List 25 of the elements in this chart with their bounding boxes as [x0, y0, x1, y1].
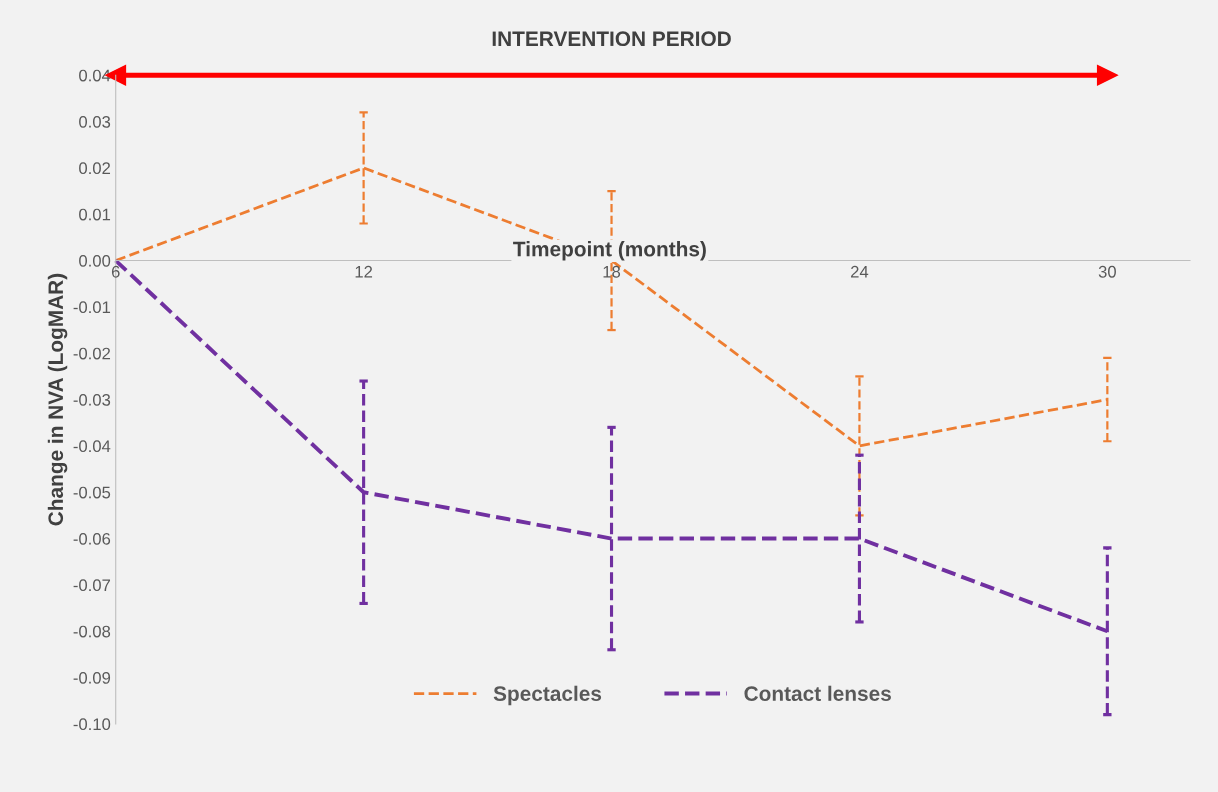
x-tick-label: 24 [851, 265, 869, 278]
y-tick-label: -0.09 [73, 671, 111, 684]
y-tick-label: -0.05 [73, 486, 111, 499]
y-tick-label: -0.04 [73, 440, 111, 453]
y-axis-title: Change in NVA (LogMAR) [47, 273, 68, 526]
y-tick-label: -0.02 [73, 347, 111, 360]
x-tick-label: 12 [355, 265, 373, 278]
y-tick-label: 0.00 [79, 254, 111, 267]
x-tick-label: 6 [111, 265, 120, 278]
y-tick-label: -0.10 [73, 718, 111, 731]
y-tick-label: -0.01 [73, 301, 111, 314]
y-tick-label: 0.03 [79, 115, 111, 128]
y-tick-label: -0.08 [73, 625, 111, 638]
annotation: INTERVENTION PERIOD [492, 31, 731, 47]
legend-label: Contact lenses [744, 685, 891, 702]
y-tick-label: 0.04 [79, 69, 111, 82]
legend-label: Spectacles [493, 685, 602, 706]
y-tick-label: 0.02 [79, 162, 111, 175]
y-tick-label: -0.07 [73, 579, 111, 592]
x-tick-label: 18 [603, 265, 621, 278]
x-axis-title: Timepoint (months) [513, 241, 706, 261]
y-tick-label: 0.01 [79, 208, 111, 221]
y-tick-label: -0.06 [73, 532, 111, 545]
y-tick-label: -0.03 [73, 393, 111, 406]
x-tick-label: 30 [1098, 265, 1116, 278]
